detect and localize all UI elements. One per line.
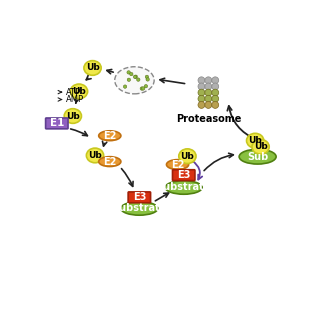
- FancyBboxPatch shape: [46, 118, 68, 129]
- Text: Ub: Ub: [86, 63, 100, 72]
- Text: Ub: Ub: [180, 152, 194, 161]
- Text: Ub: Ub: [72, 87, 86, 96]
- Circle shape: [205, 89, 212, 96]
- Circle shape: [198, 89, 205, 96]
- Text: E1: E1: [50, 118, 64, 128]
- Text: Ub: Ub: [254, 142, 268, 151]
- Text: ATP: ATP: [66, 88, 81, 97]
- Ellipse shape: [166, 160, 189, 170]
- Circle shape: [198, 77, 205, 84]
- Circle shape: [134, 75, 138, 78]
- Text: Sub: Sub: [247, 152, 268, 162]
- Circle shape: [127, 78, 131, 82]
- Text: E3: E3: [177, 170, 190, 180]
- Ellipse shape: [99, 131, 121, 141]
- Ellipse shape: [121, 202, 158, 215]
- Circle shape: [133, 75, 137, 79]
- Ellipse shape: [246, 133, 264, 148]
- Ellipse shape: [70, 84, 88, 99]
- Ellipse shape: [252, 140, 269, 154]
- FancyBboxPatch shape: [172, 170, 195, 180]
- Text: Substrate: Substrate: [156, 182, 211, 192]
- Circle shape: [123, 85, 127, 88]
- Ellipse shape: [86, 148, 104, 163]
- Circle shape: [212, 101, 219, 108]
- Text: Ub: Ub: [88, 151, 102, 160]
- Circle shape: [205, 83, 212, 90]
- Text: E2: E2: [103, 156, 116, 167]
- Text: E2: E2: [103, 131, 116, 141]
- Text: Substrate: Substrate: [112, 204, 166, 213]
- Circle shape: [140, 87, 143, 90]
- Circle shape: [205, 95, 212, 102]
- Ellipse shape: [84, 60, 101, 75]
- Ellipse shape: [179, 149, 196, 164]
- Circle shape: [212, 83, 219, 90]
- Ellipse shape: [115, 67, 154, 94]
- Circle shape: [205, 101, 212, 108]
- FancyBboxPatch shape: [128, 192, 151, 203]
- Ellipse shape: [99, 157, 121, 166]
- Circle shape: [198, 101, 205, 108]
- Circle shape: [212, 77, 219, 84]
- Circle shape: [212, 95, 219, 102]
- Circle shape: [127, 71, 130, 74]
- Ellipse shape: [239, 149, 276, 164]
- Circle shape: [198, 95, 205, 102]
- Text: Ub: Ub: [248, 136, 262, 145]
- Circle shape: [144, 84, 148, 88]
- Ellipse shape: [64, 109, 82, 123]
- Ellipse shape: [165, 181, 202, 194]
- Circle shape: [137, 78, 140, 81]
- Circle shape: [146, 78, 149, 81]
- Text: Proteasome: Proteasome: [176, 114, 241, 124]
- Circle shape: [198, 83, 205, 90]
- Circle shape: [141, 87, 145, 90]
- Circle shape: [130, 72, 133, 76]
- Text: Ub: Ub: [66, 111, 80, 121]
- Text: AMP: AMP: [66, 95, 84, 105]
- Circle shape: [205, 77, 212, 84]
- Text: E2: E2: [171, 160, 184, 170]
- Text: E3: E3: [133, 192, 146, 202]
- Circle shape: [145, 75, 148, 79]
- Circle shape: [212, 89, 219, 96]
